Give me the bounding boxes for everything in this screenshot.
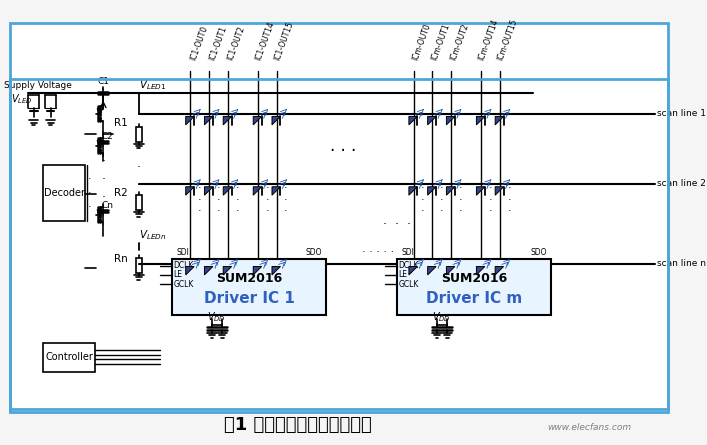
Polygon shape <box>253 267 262 275</box>
Polygon shape <box>446 187 455 195</box>
Polygon shape <box>253 117 262 125</box>
Polygon shape <box>272 267 281 275</box>
Text: SUM2016: SUM2016 <box>216 272 282 285</box>
Polygon shape <box>204 187 213 195</box>
Bar <box>43 165 86 222</box>
Polygon shape <box>186 267 194 275</box>
Text: Driver IC m: Driver IC m <box>426 291 522 306</box>
Polygon shape <box>495 117 503 125</box>
Text: ·
·
·: · · · <box>198 183 201 217</box>
Text: Supply Voltage: Supply Voltage <box>4 81 71 90</box>
Polygon shape <box>223 117 232 125</box>
Text: ·
·
·: · · · <box>459 183 462 217</box>
Text: IC1-OUT1: IC1-OUT1 <box>207 25 228 62</box>
Text: $V_{LEDn}$: $V_{LEDn}$ <box>139 229 166 243</box>
Text: C1: C1 <box>97 77 109 86</box>
Polygon shape <box>477 187 485 195</box>
Bar <box>43 344 95 372</box>
Text: ICm-OUT2: ICm-OUT2 <box>448 23 470 62</box>
Text: Cn: Cn <box>102 201 114 210</box>
Text: $V_{LED}$: $V_{LED}$ <box>11 93 33 106</box>
Text: scan line 2: scan line 2 <box>658 179 706 188</box>
Text: $V_{LED1}$: $V_{LED1}$ <box>139 79 166 93</box>
Polygon shape <box>495 267 503 275</box>
Polygon shape <box>446 267 455 275</box>
Text: ·
·
·: · · · <box>137 142 141 191</box>
Text: DCLK: DCLK <box>399 261 419 270</box>
Text: R1: R1 <box>114 118 127 128</box>
Text: IC1-OUT0: IC1-OUT0 <box>189 25 209 62</box>
Text: ·
·
·: · · · <box>217 183 221 217</box>
Text: ·
·
·: · · · <box>101 155 105 204</box>
Polygon shape <box>253 187 262 195</box>
Text: LE: LE <box>399 271 408 279</box>
Text: ·
·
·: · · · <box>508 183 511 217</box>
Text: ·
·
·: · · · <box>266 183 269 217</box>
Text: ·
·
·: · · · <box>421 183 425 217</box>
Polygon shape <box>409 117 417 125</box>
Text: scan line 1: scan line 1 <box>658 109 706 118</box>
Text: ·
·
·: · · · <box>235 183 239 217</box>
Text: ICm-OUT0: ICm-OUT0 <box>411 23 433 62</box>
Text: 图1 多行扫描显示屏应用电路: 图1 多行扫描显示屏应用电路 <box>224 416 372 434</box>
Text: scan line n: scan line n <box>658 259 706 268</box>
Bar <box>11 79 667 409</box>
Text: Driver IC 1: Driver IC 1 <box>204 291 294 306</box>
Text: · · · · ·: · · · · · <box>362 247 394 257</box>
Text: DCLK: DCLK <box>173 261 194 270</box>
Text: $V_{DD}$: $V_{DD}$ <box>433 310 451 324</box>
Text: SDO: SDO <box>305 248 322 257</box>
Text: ·
·
·: · · · <box>284 183 288 217</box>
Text: ·
·
·: · · · <box>87 174 91 212</box>
Text: www.elecfans.com: www.elecfans.com <box>547 423 631 432</box>
Polygon shape <box>477 267 485 275</box>
Polygon shape <box>446 117 455 125</box>
Text: GCLK: GCLK <box>173 280 194 289</box>
Polygon shape <box>186 187 194 195</box>
Polygon shape <box>495 187 503 195</box>
Text: IC1-OUT14: IC1-OUT14 <box>255 20 276 62</box>
Text: SUM2016: SUM2016 <box>441 272 507 285</box>
Polygon shape <box>223 187 232 195</box>
Text: · · ·: · · · <box>330 142 356 160</box>
Text: ·
·
·: · · · <box>440 183 443 217</box>
Bar <box>172 259 327 315</box>
Polygon shape <box>223 267 232 275</box>
Text: SDI: SDI <box>402 248 414 257</box>
Text: ICm-OUT14: ICm-OUT14 <box>477 18 500 62</box>
Bar <box>397 259 551 315</box>
Polygon shape <box>409 187 417 195</box>
Text: IC1-OUT2: IC1-OUT2 <box>226 25 247 62</box>
Text: Decoder: Decoder <box>44 188 85 198</box>
Polygon shape <box>186 117 194 125</box>
Text: ICm-OUT1: ICm-OUT1 <box>430 23 451 62</box>
Polygon shape <box>272 187 281 195</box>
Polygon shape <box>428 187 436 195</box>
Polygon shape <box>204 117 213 125</box>
Text: $V_{DD}$: $V_{DD}$ <box>207 310 226 324</box>
Text: SDI: SDI <box>176 248 189 257</box>
Bar <box>136 127 142 142</box>
Polygon shape <box>428 267 436 275</box>
Text: ·
·
·: · · · <box>489 183 492 217</box>
Bar <box>136 258 142 273</box>
Text: GCLK: GCLK <box>399 280 419 289</box>
Text: Rn: Rn <box>114 254 127 264</box>
Text: Controller: Controller <box>45 352 93 362</box>
Polygon shape <box>477 117 485 125</box>
Text: R2: R2 <box>114 188 127 198</box>
Text: ICm-OUT15: ICm-OUT15 <box>495 18 518 62</box>
Text: C2: C2 <box>102 132 114 141</box>
Polygon shape <box>272 117 281 125</box>
Text: IC1-OUT15: IC1-OUT15 <box>273 20 296 62</box>
Polygon shape <box>409 267 417 275</box>
Text: LE: LE <box>173 271 182 279</box>
Polygon shape <box>428 117 436 125</box>
Text: SDO: SDO <box>530 248 547 257</box>
Text: ·  ·  ·: · · · <box>382 218 411 231</box>
Bar <box>136 195 142 210</box>
Polygon shape <box>204 267 213 275</box>
